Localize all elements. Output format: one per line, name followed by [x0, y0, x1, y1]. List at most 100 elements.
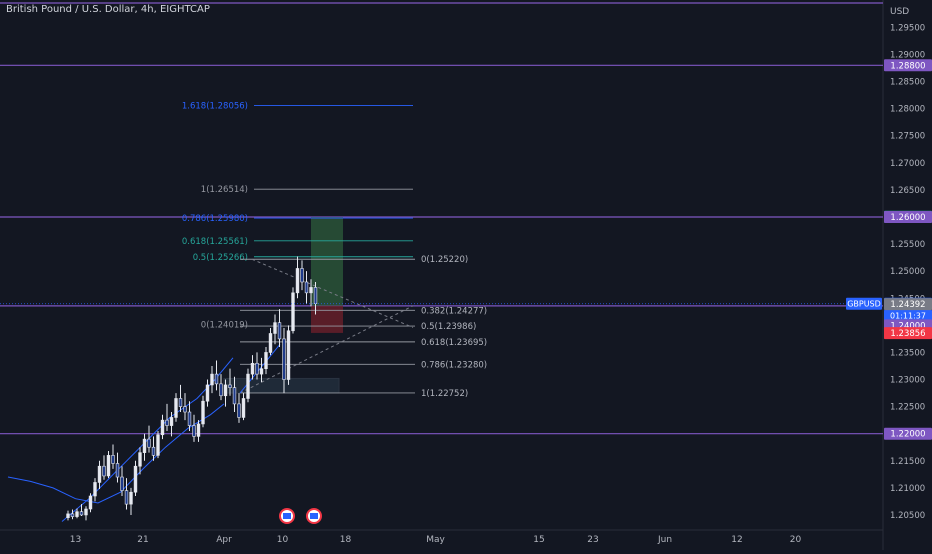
- time-tick-label: 13: [70, 535, 81, 545]
- flag-canton: [310, 513, 318, 519]
- candle-body: [192, 425, 196, 437]
- time-tick-label: 21: [137, 535, 148, 545]
- candle-body: [70, 513, 75, 517]
- price-label: 1.22000: [890, 430, 925, 440]
- price-label: 1.24392: [890, 300, 925, 310]
- chart-title: British Pound / U.S. Dollar, 4h, EIGHTCA…: [6, 4, 210, 15]
- fib-level-label: 0.618(1.25561): [182, 237, 248, 247]
- candle-body: [196, 423, 201, 437]
- candle-body: [246, 373, 250, 399]
- candle-body: [210, 373, 214, 386]
- candle-body: [295, 268, 300, 294]
- time-tick-label: Apr: [216, 535, 232, 545]
- candle-body: [205, 384, 210, 402]
- price-tick-label: 1.21000: [890, 484, 925, 494]
- candle-body: [156, 434, 160, 456]
- price-tick-label: 1.23000: [890, 376, 925, 386]
- price-tick-label: 1.28000: [890, 105, 925, 115]
- fib-level-label: 1.618(1.28056): [182, 102, 248, 112]
- time-tick-label: 15: [533, 535, 544, 545]
- candle-body: [106, 455, 111, 477]
- candle-body: [255, 362, 259, 375]
- flag-canton: [283, 513, 291, 519]
- candle-body: [151, 446, 156, 456]
- projection-line: [239, 305, 414, 394]
- candle-body: [124, 490, 129, 505]
- candle-body: [232, 387, 237, 405]
- candle-body: [79, 511, 84, 516]
- candle-body: [250, 362, 255, 375]
- candle-body: [286, 330, 291, 380]
- candle-body: [187, 411, 192, 426]
- candle-body: [88, 495, 93, 510]
- price-tick-label: 1.25000: [890, 267, 925, 277]
- fib-level-label: 0(1.24019): [201, 320, 248, 330]
- price-label: 1.23856: [890, 329, 925, 339]
- candle-body: [111, 455, 115, 464]
- candle-body: [97, 465, 102, 483]
- candle-body: [142, 438, 147, 453]
- price-label: 1.28800: [890, 61, 925, 71]
- countdown-bg: [884, 309, 932, 321]
- candle-body: [133, 465, 138, 493]
- candle-body: [268, 333, 273, 353]
- moving-average-line: [7, 403, 225, 504]
- candle-body: [277, 322, 282, 340]
- candle-body: [129, 491, 133, 505]
- fib-level-label: 0.382(1.24277): [421, 306, 487, 316]
- candle-body: [300, 268, 304, 283]
- fib-level-label: 0.5(1.25266): [193, 253, 248, 263]
- candle-body: [201, 400, 205, 425]
- price-tick-label: 1.27500: [890, 132, 925, 142]
- candle-body: [304, 281, 309, 294]
- candle-body: [223, 384, 228, 397]
- candle-body: [160, 419, 165, 436]
- candle-body: [178, 398, 183, 407]
- time-tick-label: 23: [587, 535, 598, 545]
- candle-body: [228, 384, 232, 388]
- candle-body: [84, 508, 88, 516]
- fib-level-label: 0.786(1.25980): [182, 214, 248, 224]
- price-tick-label: 1.28500: [890, 78, 925, 88]
- candle-body: [313, 287, 318, 304]
- candle-body: [183, 406, 187, 413]
- fib-level-label: 1(1.22752): [421, 389, 468, 399]
- price-tick-label: 1.23500: [890, 348, 925, 358]
- candle-body: [241, 398, 246, 418]
- candle-body: [214, 373, 219, 385]
- candle-body: [120, 476, 124, 491]
- bar-countdown: 01:11:37: [890, 312, 926, 321]
- candle-body: [102, 465, 106, 477]
- candle-body: [147, 438, 151, 448]
- candle-body: [66, 513, 70, 518]
- price-label-bg: [884, 59, 932, 72]
- time-tick-label: Jun: [657, 535, 672, 545]
- candle-body: [169, 417, 174, 426]
- fib-level-label: 0.618(1.23695): [421, 338, 487, 348]
- price-label-bg: [884, 298, 932, 311]
- price-tick-label: 1.29500: [890, 23, 925, 33]
- price-tick-label: 1.25500: [890, 240, 925, 250]
- fib-level-label: 0.5(1.23986): [421, 322, 476, 332]
- candle-body: [138, 452, 142, 467]
- candle-body: [115, 463, 120, 478]
- candle-body: [264, 352, 268, 369]
- time-tick-label: 20: [790, 535, 802, 545]
- candle-body: [282, 338, 286, 380]
- candle-body: [75, 511, 79, 517]
- candle-body: [273, 322, 277, 334]
- price-axis-currency: USD: [890, 7, 909, 17]
- time-tick-label: May: [426, 535, 445, 545]
- candle-body: [93, 482, 97, 497]
- time-tick-label: 18: [340, 535, 352, 545]
- price-tick-label: 1.26500: [890, 186, 925, 196]
- time-tick-label: 10: [277, 535, 289, 545]
- symbol-badge-bg: [846, 297, 882, 310]
- price-tick-label: 1.20500: [890, 511, 925, 521]
- price-tick-label: 1.21500: [890, 457, 925, 467]
- price-tick-label: 1.27000: [890, 159, 925, 169]
- price-label-bg: [884, 210, 932, 223]
- fib-level-label: 0(1.25220): [421, 255, 468, 265]
